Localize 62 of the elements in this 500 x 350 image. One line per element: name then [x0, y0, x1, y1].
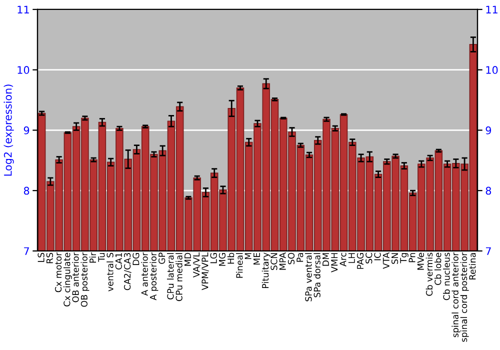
x-tick-label: LG [210, 253, 217, 264]
x-tick-label: VMH [331, 253, 338, 272]
x-tick-label: Tg [400, 253, 408, 264]
x-tick-label: CA2/CA3 [124, 253, 132, 290]
y-tick-label: 10 [18, 66, 30, 74]
y2-tick-label: 7 [486, 247, 491, 255]
x-tick-label: SCN [270, 253, 278, 270]
x-tick-label: CPu lateral [166, 253, 174, 300]
x-tick-label: LS [38, 252, 44, 262]
y-tick-label: 8 [24, 186, 30, 195]
x-tick-label: SN [391, 253, 398, 264]
x-tick-label: SC [366, 252, 372, 264]
x-tick-label: SO [288, 252, 295, 264]
x-tick-label: Cx cingulate [63, 252, 72, 306]
x-tick-label: Tu [98, 253, 105, 262]
x-tick-label: OB posterior [80, 252, 90, 307]
x-tick-label: RS [46, 252, 53, 264]
x-tick-label: A anterior [141, 252, 148, 296]
y2-tick-label: 8 [486, 186, 492, 195]
x-tick-label: DG [132, 253, 140, 265]
x-tick-label: MG [218, 253, 226, 266]
x-tick-label: VA/VL [193, 252, 200, 278]
x-tick-label: spinal cord posterior [460, 252, 469, 342]
y-tick-label: 9 [24, 126, 30, 134]
x-tick-label: Pituitary [262, 252, 270, 288]
x-tick-label: Pa [296, 253, 304, 262]
y2-tick-label: 10 [486, 66, 498, 74]
x-tick-label: MPA [279, 252, 286, 270]
x-tick-label: LH [348, 253, 355, 263]
x-tick-label: ventral S [106, 252, 114, 292]
x-tick-label: Pir [89, 252, 96, 263]
y2-tick-label: 11 [486, 6, 498, 14]
x-tick-label: ME [254, 252, 260, 265]
x-tick-label: PAG [356, 253, 364, 269]
x-tick-label: OB anterior [72, 252, 79, 302]
x-tick-label: CA1 [115, 253, 122, 270]
x-tick-label: DM [322, 253, 329, 266]
x-tick-label: GP [158, 252, 166, 264]
x-tick-label: Pineal [236, 253, 243, 278]
x-tick-label: Arc [340, 252, 346, 266]
x-tick-label: CPu medial [176, 253, 182, 302]
x-tick-label: Cb vermis [426, 252, 433, 296]
x-tick-label: IC [374, 252, 381, 260]
x-tick-label: spinal cord anterior [452, 252, 460, 338]
x-tick-label: Hb [227, 252, 234, 264]
x-tick-label: MVe [417, 252, 424, 270]
x-tick-label: MD [184, 252, 191, 266]
x-tick-label: VTA [382, 252, 390, 269]
x-tick-label: VPM/VPL [202, 252, 209, 290]
x-tick-label: Cb nucleus [443, 252, 450, 300]
x-tick-label: SPa ventral [305, 253, 312, 302]
x-tick-label: A posterior [150, 252, 158, 300]
y-tick-label: 11 [18, 6, 29, 14]
y-axis-title: Log2 (expression) [4, 84, 14, 176]
x-tick-label: Cx motor [54, 252, 62, 292]
x-tick-label: SPa dorsal [314, 253, 320, 298]
x-tick-label: M [244, 253, 252, 260]
x-tick-label: Retina [468, 253, 476, 280]
x-tick-label: Cb lobe [434, 252, 442, 286]
y-tick-label: 7 [24, 247, 29, 255]
y2-tick-label: 9 [486, 126, 492, 134]
x-tick-label: Pn [408, 253, 416, 262]
